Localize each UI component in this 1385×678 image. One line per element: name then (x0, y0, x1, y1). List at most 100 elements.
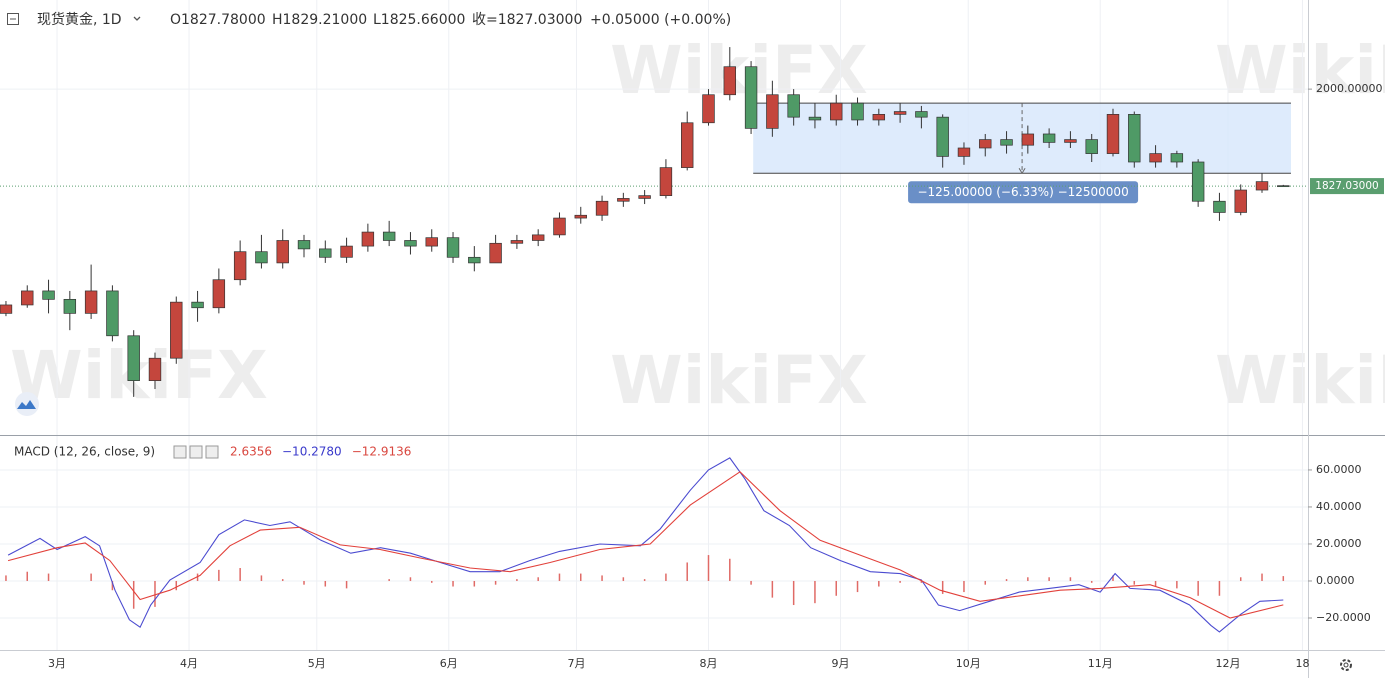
candle-body (63, 298, 77, 314)
candle-body (21, 290, 34, 306)
candle-body (148, 357, 162, 381)
macd-legend: 2.6356 −10.2780 −12.9136 (230, 445, 411, 459)
settings-icon[interactable] (189, 445, 203, 459)
candle-body (893, 111, 907, 115)
collapse-icon[interactable] (7, 13, 19, 25)
candle-body (1064, 139, 1077, 143)
plot: −125.00000 (−6.33%) −12500000 (0, 47, 1308, 633)
x-tick-label: 18 (1295, 657, 1309, 670)
candle-body (297, 240, 311, 250)
candle-body (617, 198, 630, 202)
logo-bg (15, 392, 39, 416)
candle-body (170, 301, 183, 359)
watermark: WikiFX (610, 32, 868, 109)
candle-body (1106, 114, 1120, 154)
candle-body (702, 94, 715, 124)
macd-line (7, 457, 1284, 633)
candle-body (574, 214, 587, 219)
x-tick-label: 12月 (1215, 657, 1240, 670)
candle-body (255, 251, 268, 264)
x-tick-label: 3月 (48, 657, 66, 670)
symbol-title[interactable]: 现货黄金, 1D (37, 11, 122, 28)
candle-body (84, 290, 98, 314)
y-tick-label: 60.0000 (1316, 463, 1362, 476)
candle-body (979, 139, 992, 149)
candle-body (404, 240, 417, 247)
candle-body (787, 94, 800, 118)
candle-body (659, 167, 673, 196)
y-tick-label: 2000.00000 (1316, 82, 1382, 95)
candle-body (382, 231, 396, 241)
legend-value: 2.6356 (230, 445, 272, 459)
ohlc-close: 收=1827.03000 (472, 12, 582, 28)
candle-body (1170, 153, 1184, 163)
candle-body (212, 279, 226, 309)
logo (17, 400, 36, 409)
legend-value: −12.9136 (352, 445, 412, 459)
macd-title[interactable]: MACD (12, 26, close, 9) (14, 445, 155, 459)
eye-icon[interactable] (173, 445, 187, 459)
candle-body (1021, 133, 1035, 146)
candle-body (446, 237, 460, 258)
candle-body (127, 335, 140, 381)
y-tick-label: 20.0000 (1316, 537, 1362, 550)
ohlc-high: H1829.21000 (272, 12, 367, 28)
candle-body (872, 114, 886, 121)
candle-body (1085, 139, 1098, 154)
candle-body (936, 116, 949, 157)
measure-arrowhead (1018, 167, 1026, 175)
ohlc-change: +0.05000 (+0.00%) (590, 12, 731, 28)
candle-body (681, 122, 694, 168)
candle-body (42, 290, 55, 300)
ohlc-open: O1827.78000 (170, 12, 266, 28)
candle-body (319, 248, 332, 258)
candle-body (1213, 200, 1226, 213)
candle-body (851, 102, 864, 121)
candle-body (233, 251, 247, 281)
candle-body (595, 200, 609, 216)
candle-body (915, 111, 928, 118)
candle-body (1234, 189, 1247, 213)
candle-body (1042, 133, 1056, 143)
y-tick-label: −20.0000 (1316, 611, 1371, 624)
legend-value: −10.2780 (282, 445, 342, 459)
candle-body (1149, 153, 1162, 163)
watermark: WikiFX (1215, 32, 1385, 109)
candle-body (489, 242, 502, 264)
candle-body (957, 147, 971, 157)
candle-body (553, 217, 566, 236)
candle-body (276, 240, 289, 264)
x-tick-label: 4月 (180, 657, 198, 670)
watermark: WikiFX (1215, 342, 1385, 419)
candle-body (1277, 185, 1290, 188)
candle-body (1000, 139, 1013, 146)
axes: 2000.00000 1827.03000 60.0000 40.0000 20.000… (48, 82, 1384, 670)
measure-label-bg (908, 181, 1139, 204)
candle-body (830, 102, 843, 121)
candle-body (1191, 161, 1205, 202)
settings-gear-center (1343, 662, 1349, 668)
watermark: WikiFX (610, 342, 868, 419)
candle-body (510, 240, 524, 244)
x-tick-label: 9月 (831, 657, 849, 670)
x-tick-label: 7月 (568, 657, 586, 670)
x-tick-label: 8月 (700, 657, 718, 670)
candle-body (340, 245, 353, 258)
last-price-tag (1310, 178, 1384, 195)
settings-gear[interactable] (1340, 659, 1352, 671)
candle-body (808, 116, 822, 121)
candle-body (425, 237, 438, 247)
dropdown-chevron[interactable] (133, 16, 141, 21)
x-tick-label: 10月 (956, 657, 981, 670)
measure-label: −125.00000 (−6.33%) −12500000 (917, 185, 1128, 199)
x-tick-label: 6月 (440, 657, 458, 670)
candle-body (361, 231, 375, 247)
candle-body (1255, 181, 1269, 191)
candle-body (766, 94, 779, 129)
candle-body (106, 290, 119, 337)
candle-body (1128, 114, 1141, 163)
candle-body (531, 234, 545, 241)
close-icon[interactable] (205, 445, 219, 459)
x-tick-label: 11月 (1088, 657, 1113, 670)
